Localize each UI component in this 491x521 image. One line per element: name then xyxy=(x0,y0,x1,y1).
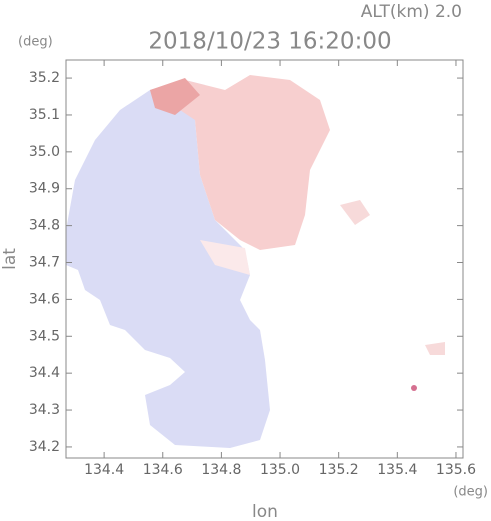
x-tick-label: 135.6 xyxy=(436,462,476,478)
approach-region xyxy=(66,80,270,448)
y-tick-label: 35.0 xyxy=(29,144,60,160)
recede-region xyxy=(150,75,330,250)
x-tick-label: 135.0 xyxy=(260,462,300,478)
y-tick-label: 34.3 xyxy=(29,402,60,418)
y-tick-label: 34.7 xyxy=(29,255,60,271)
x-tick-label: 135.4 xyxy=(377,462,417,478)
radar-field xyxy=(66,75,445,448)
y-tick-label: 34.4 xyxy=(29,365,60,381)
y-tick-label: 34.9 xyxy=(29,181,60,197)
y-tick-label: 35.1 xyxy=(29,107,60,123)
plot-frame xyxy=(65,59,464,459)
x-tick-label: 134.8 xyxy=(201,462,241,478)
y-tick-label: 34.2 xyxy=(29,439,60,455)
y-tick-label: 34.8 xyxy=(29,218,60,234)
altitude-label: ALT(km) 2.0 xyxy=(361,2,462,22)
y-tick-label: 35.2 xyxy=(29,70,60,86)
y-tick-label: 34.5 xyxy=(29,328,60,344)
y-unit: (deg) xyxy=(18,35,53,50)
recede-core xyxy=(150,78,200,115)
spot xyxy=(425,342,445,355)
spot xyxy=(340,200,370,225)
transition-region xyxy=(200,240,250,275)
x-unit: (deg) xyxy=(453,485,488,500)
spot xyxy=(411,385,417,391)
x-tick-label: 135.2 xyxy=(319,462,359,478)
y-axis-label: lat xyxy=(0,248,20,270)
chart-title: 2018/10/23 16:20:00 xyxy=(148,29,391,55)
x-tick-label: 134.4 xyxy=(84,462,124,478)
y-tick-label: 34.6 xyxy=(29,291,60,307)
x-tick-label: 134.6 xyxy=(143,462,183,478)
x-axis-label: lon xyxy=(252,502,278,521)
